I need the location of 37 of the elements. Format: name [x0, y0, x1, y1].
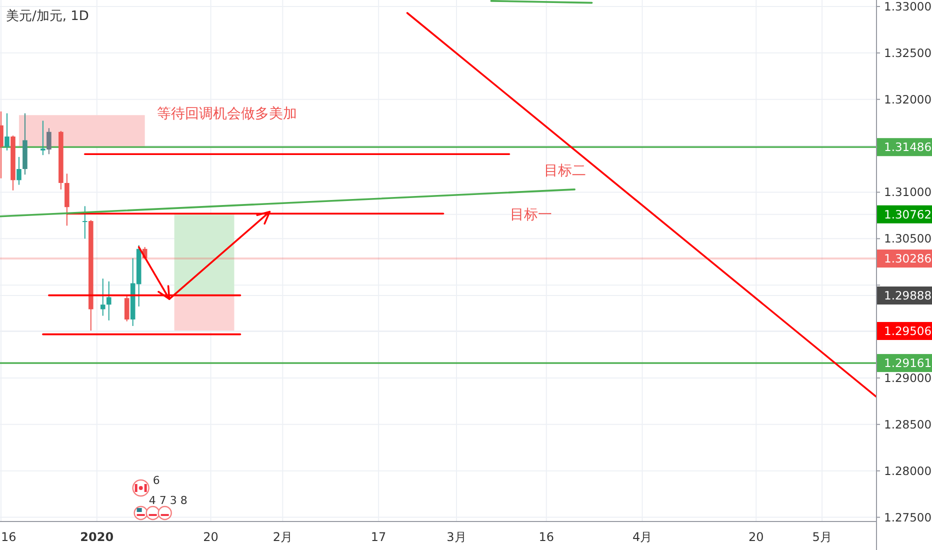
x-tick-label: 3月: [446, 530, 466, 544]
annotation: 4 7 3 8: [148, 494, 188, 507]
ref-line-label: 1.31486: [884, 140, 932, 154]
y-tick-label: 1.28000: [884, 464, 932, 478]
ref-line-label: 1.30286: [877, 250, 932, 268]
ref-line-label: 1.30286: [884, 252, 932, 266]
title: 美元/加元, 1D: [6, 9, 89, 24]
y-tick-label: 1.29506: [884, 324, 932, 338]
y-tick-label: 1.32500: [884, 46, 932, 60]
annotation: 6: [152, 474, 160, 487]
annotation: 目标二: [544, 163, 586, 179]
y-tick-label: 1.29888: [877, 286, 932, 304]
y-tick-label: 1.33000: [884, 0, 932, 14]
y-tick-label: 1.27500: [884, 510, 932, 524]
x-tick-label: 16: [538, 530, 554, 544]
y-tick-label: 1.30500: [884, 232, 932, 246]
y-tick-label: 1.29888: [884, 288, 932, 303]
y-tick-label: 1.30762: [877, 205, 932, 224]
x-tick-label: 5月: [812, 530, 832, 544]
x-tick-label: 20: [748, 530, 764, 544]
ref-line-label: 1.31486: [877, 138, 932, 156]
y-tick-label: 1.28500: [884, 417, 932, 432]
x-tick-label: 20: [203, 530, 218, 544]
y-tick-label: 1.29506: [877, 322, 932, 340]
y-tick-label: 1.31000: [884, 185, 932, 200]
x-tick-label: 17: [370, 530, 386, 544]
ref-line-label: 1.29161: [884, 356, 932, 370]
y-tick-label: 1.30762: [884, 207, 932, 222]
x-tick-label: 2020: [80, 530, 114, 544]
x-tick-label: 2月: [272, 530, 292, 544]
y-tick-label: 1.32000: [884, 92, 932, 106]
y-tick-label: 1.29000: [884, 370, 932, 385]
x-tick-label: 16: [1, 530, 16, 544]
annotation: 等待回调机会做多美加: [157, 106, 297, 122]
ref-line-label: 1.29161: [877, 354, 932, 372]
annotation: 目标一: [510, 207, 552, 223]
x-tick-label: 4月: [632, 530, 652, 544]
